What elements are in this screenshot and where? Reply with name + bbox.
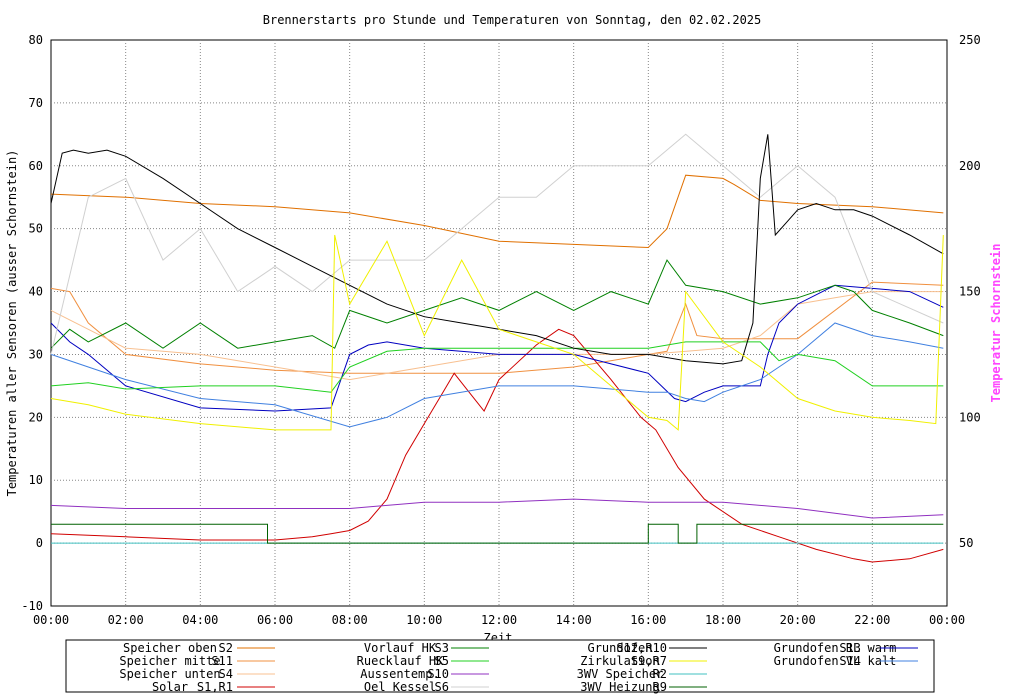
series-lines [50,133,944,563]
y-tick-label: 20 [29,410,43,424]
y-tick-label: -10 [21,599,43,613]
x-tick-label: 14:00 [556,613,592,627]
series-line-aussentemp [50,498,944,519]
x-tick-label: 16:00 [630,613,666,627]
y-tick-label: 0 [36,536,43,550]
x-axis-ticks: 00:00 02:00 04:00 06:00 08:00 10:00 12:00 14:00… [33,613,965,627]
legend-label: 3WV Heizung [580,680,659,694]
legend-sensor: S11 [211,654,233,668]
legend-label: Speicher oben [123,641,217,655]
legend-sensor: S12,R10 [616,641,667,655]
y2-tick-label: 200 [959,159,981,173]
y2-tick-label: 50 [959,536,973,550]
series-line-oel-kessel [50,133,944,355]
series-line-grundofen [50,134,944,365]
legend-sensor: S6 [435,680,449,694]
legend-label: Speicher unten [119,667,220,681]
legend-label: Solar [152,680,188,694]
y-tick-label: 40 [29,285,43,299]
y2-axis-ticks: 50 100 150 200 250 [959,33,981,550]
legend-label: Grundofen [587,641,652,655]
legend-label: Ruecklauf HK [357,654,444,668]
x-tick-label: 20:00 [780,613,816,627]
series-line-grundofen-rl-warm [50,284,944,412]
y-axis-ticks: -10 0 10 20 30 40 50 60 70 80 [21,33,43,613]
legend-sensor: S10 [427,667,449,681]
x-tick-label: 06:00 [257,613,293,627]
legend-label: 3WV Speicher [577,667,664,681]
y-axis-label: Temperaturen aller Sensoren (ausser Scho… [5,150,19,497]
series-line-zirkulation [50,234,944,431]
legend-sensor: S4 [219,667,233,681]
y2-tick-label: 150 [959,285,981,299]
legend-label: Oel Kessel [364,680,436,694]
legend-box [65,639,935,693]
chart-title: Brennerstarts pro Stunde und Temperature… [263,13,762,27]
x-tick-label: 02:00 [108,613,144,627]
legend-sensor: S3 [435,641,449,655]
legend-label: Grundofen RL warm [774,641,897,655]
legend-sensor: S14 [839,654,861,668]
y-tick-label: 60 [29,159,43,173]
y2-tick-label: 100 [959,410,981,424]
series-line-speicher-mitte [50,281,944,374]
legend-label: Vorlauf HK [364,641,437,655]
x-tick-label: 12:00 [481,613,517,627]
x-tick-label: 08:00 [332,613,368,627]
legend-sensor: R9 [653,680,667,694]
series-line-grundofen-vl-kalt [50,322,944,428]
legend-sensor: S1,R1 [197,680,233,694]
y-tick-label: 70 [29,96,43,110]
legend-label: Aussentemp. [360,667,439,681]
x-tick-label: 00:00 [33,613,69,627]
legend-sensor: S9,R7 [631,654,667,668]
y-tick-label: 10 [29,473,43,487]
x-tick-label: 22:00 [854,613,890,627]
series-line-solar [50,328,944,563]
y-tick-label: 50 [29,222,43,236]
legend-label: Grundofen VL kalt [774,654,897,668]
legend-label: Speicher mitte [119,654,220,668]
x-tick-label: 18:00 [705,613,741,627]
legend-label: Zirkulation [580,654,659,668]
legend-sensor: S2 [219,641,233,655]
y2-tick-label: 250 [959,33,981,47]
y-tick-label: 80 [29,33,43,47]
y-tick-label: 30 [29,347,43,361]
x-tick-label: 04:00 [182,613,218,627]
x-tick-label: 10:00 [406,613,442,627]
legend-sensor: R2 [653,667,667,681]
legend-sensor: S5 [435,654,449,668]
x-tick-label: 00:00 [929,613,965,627]
legend-sensor: S13 [839,641,861,655]
series-line-3wv-heizung [51,523,944,544]
series-line-vorlauf-hk [50,259,944,349]
y2-axis-label: Temperatur Schornstein [989,244,1003,403]
